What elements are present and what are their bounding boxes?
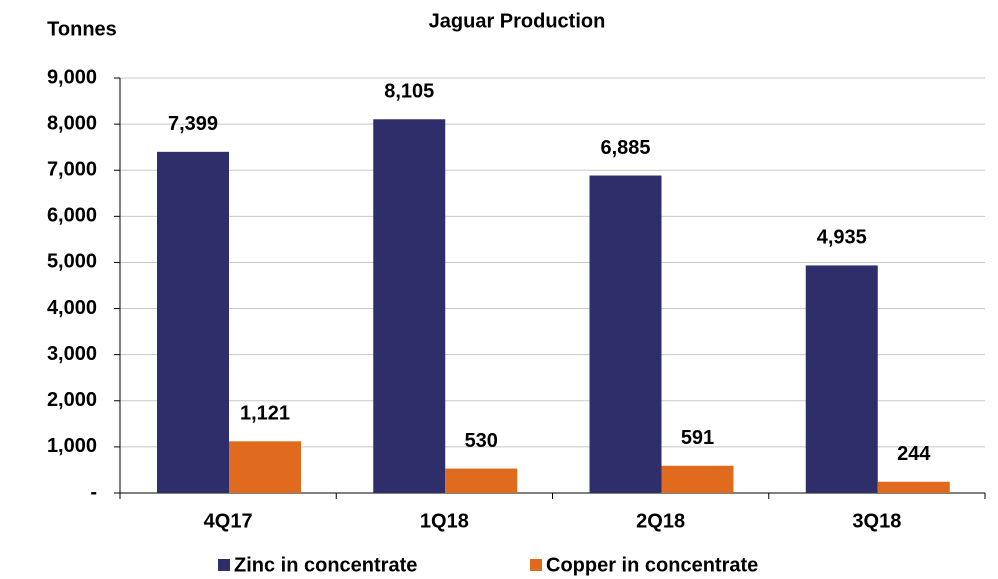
x-tick-label: 1Q18: [420, 510, 469, 532]
value-label: 1,121: [240, 403, 290, 425]
y-tick-label: 7,000: [47, 159, 97, 181]
y-tick-label: 5,000: [47, 251, 97, 273]
legend-label: Copper in concentrate: [546, 554, 758, 576]
chart-title: Jaguar Production: [429, 10, 606, 32]
value-label: 8,105: [384, 81, 434, 103]
bar: [805, 265, 878, 493]
bar: [157, 151, 229, 493]
legend-swatch: [530, 559, 542, 571]
value-label: 7,399: [168, 113, 218, 135]
bar: [373, 119, 446, 494]
bar: [877, 481, 950, 493]
x-tick-label: 3Q18: [852, 510, 901, 532]
value-label: 4,935: [817, 227, 867, 249]
x-tick-label: 4Q17: [204, 510, 253, 532]
value-label: 6,885: [600, 137, 650, 159]
y-tick-label: 8,000: [47, 112, 97, 134]
bar: [589, 175, 662, 493]
y-tick-label: 3,000: [47, 343, 97, 365]
value-label: 591: [681, 427, 714, 449]
legend-label: Zinc in concentrate: [234, 554, 417, 576]
bar: [229, 441, 301, 493]
y-tick-label: 2,000: [47, 389, 97, 411]
value-label: 244: [897, 443, 931, 465]
y-axis-label: Tonnes: [47, 18, 117, 40]
x-tick-label: 2Q18: [636, 510, 685, 532]
y-tick-label: -: [90, 481, 97, 503]
y-tick-label: 4,000: [47, 297, 97, 319]
bar: [445, 468, 518, 493]
y-tick-label: 1,000: [47, 435, 97, 457]
value-label: 530: [465, 430, 498, 452]
bar: [661, 465, 734, 493]
y-tick-label: 9,000: [47, 66, 97, 88]
legend-swatch: [218, 559, 230, 571]
y-tick-label: 6,000: [47, 205, 97, 227]
